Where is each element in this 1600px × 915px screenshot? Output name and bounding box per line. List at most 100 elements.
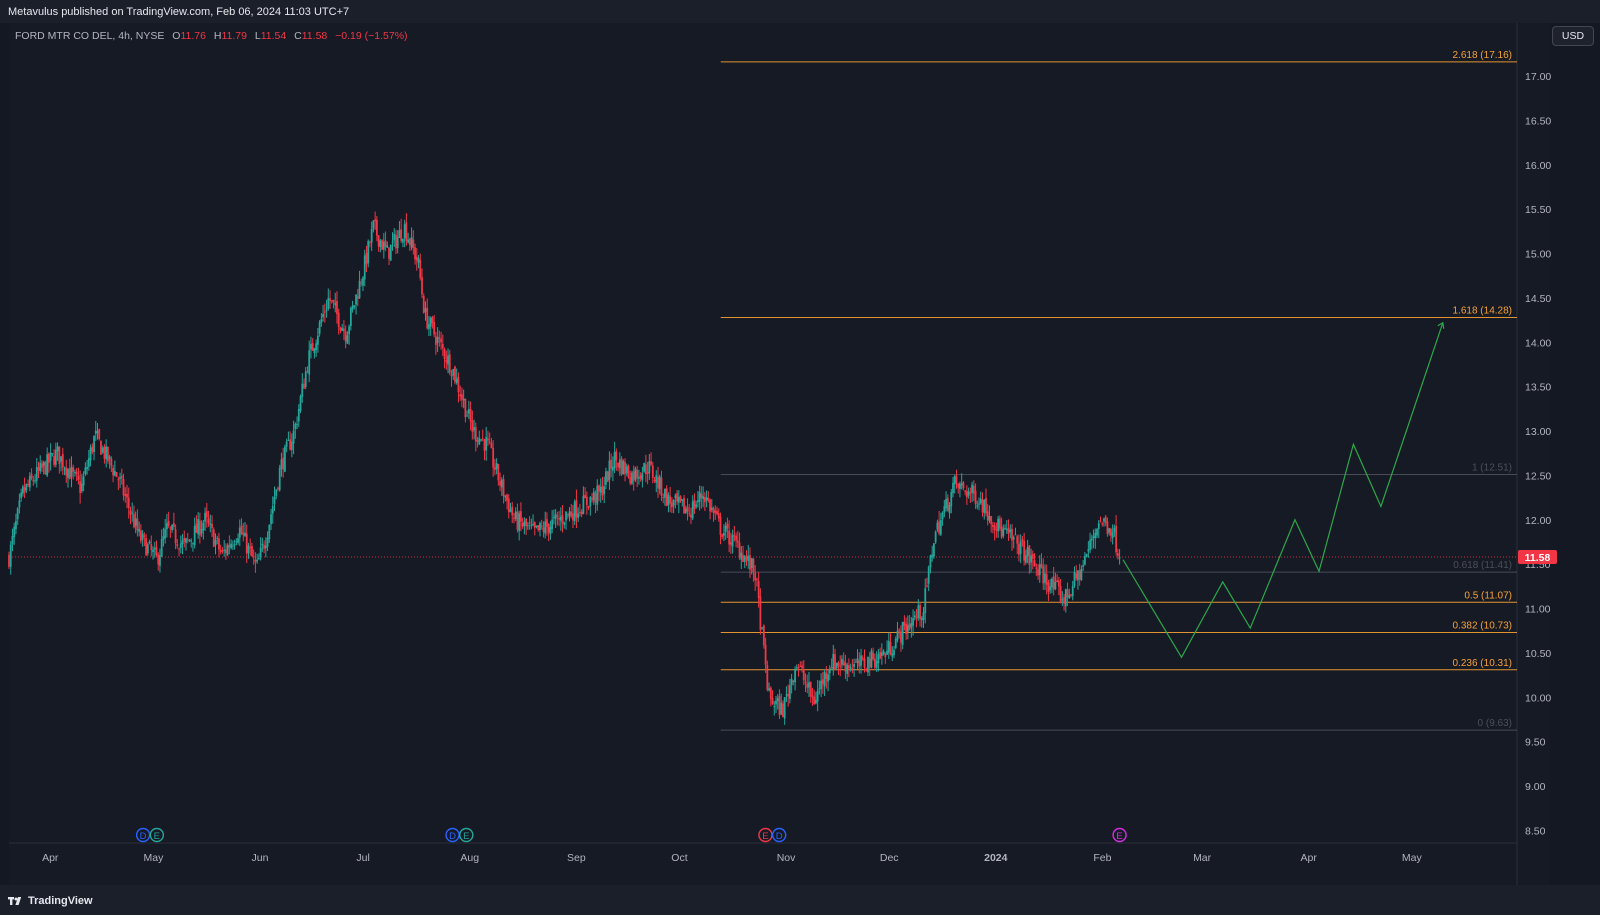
candle-body bbox=[1019, 541, 1022, 554]
candle-body bbox=[776, 698, 779, 702]
candle-body bbox=[851, 668, 854, 670]
candle-body bbox=[554, 514, 557, 519]
candle-body bbox=[495, 463, 498, 470]
event-marker-d[interactable]: D bbox=[445, 827, 460, 843]
event-marker-e[interactable]: E bbox=[459, 827, 474, 843]
candle-body bbox=[485, 437, 488, 451]
candle-body bbox=[334, 302, 337, 306]
candle-body bbox=[122, 479, 125, 496]
candle-body bbox=[407, 239, 410, 243]
candle-body bbox=[752, 558, 755, 573]
candle-body bbox=[301, 383, 304, 398]
candle-body bbox=[445, 359, 448, 363]
candle-body bbox=[290, 441, 293, 451]
candle-body bbox=[585, 496, 588, 506]
candle-body bbox=[537, 525, 540, 531]
candle-body bbox=[422, 295, 425, 314]
candle-body bbox=[643, 463, 646, 472]
candle-body bbox=[244, 532, 246, 537]
candle-body bbox=[941, 512, 944, 520]
candle-body bbox=[467, 409, 470, 414]
candle-body bbox=[447, 355, 449, 365]
candle-body bbox=[61, 453, 64, 468]
open-value: 11.76 bbox=[180, 30, 206, 42]
candle-body bbox=[323, 311, 326, 313]
candle-body bbox=[315, 343, 318, 351]
candle-body bbox=[211, 523, 213, 529]
candle-body bbox=[898, 630, 901, 632]
candle-body bbox=[841, 658, 843, 665]
event-marker-d[interactable]: D bbox=[771, 827, 787, 843]
candle-body bbox=[466, 415, 469, 417]
candle-body bbox=[804, 681, 807, 683]
candle-body bbox=[712, 508, 715, 513]
candle-body bbox=[1082, 565, 1085, 567]
candle-body bbox=[408, 238, 411, 246]
candle-body bbox=[1002, 528, 1005, 536]
candle-body bbox=[811, 695, 814, 698]
candle-body bbox=[780, 702, 783, 715]
last-price-badge bbox=[1518, 550, 1557, 565]
price-tick-label: 9.50 bbox=[1525, 737, 1546, 749]
candle-body bbox=[521, 523, 524, 527]
chart-panel[interactable] bbox=[9, 23, 1550, 885]
candle-body bbox=[39, 462, 42, 472]
candle-body bbox=[974, 490, 977, 505]
candle-body bbox=[117, 479, 120, 481]
price-tick-label: 9.00 bbox=[1525, 781, 1546, 793]
event-marker-circle bbox=[1112, 827, 1127, 843]
event-marker-letter: D bbox=[140, 831, 147, 842]
candle-body bbox=[1080, 569, 1083, 580]
price-tick-label: 16.50 bbox=[1525, 115, 1551, 127]
candle-body bbox=[762, 625, 765, 646]
candle-body bbox=[808, 682, 810, 688]
candle-body bbox=[388, 247, 390, 259]
candle-body bbox=[572, 513, 574, 521]
candle-body bbox=[933, 543, 935, 557]
candle-body bbox=[806, 683, 809, 688]
candle-body bbox=[546, 519, 548, 527]
candle-body bbox=[686, 506, 689, 512]
candle-body bbox=[349, 308, 352, 327]
candle-body bbox=[674, 495, 677, 499]
candle-body bbox=[219, 550, 222, 552]
candle-body bbox=[264, 545, 267, 549]
candle-body bbox=[63, 468, 66, 470]
candle-body bbox=[455, 378, 458, 384]
candle-body bbox=[865, 669, 868, 671]
price-tick-label: 12.50 bbox=[1525, 470, 1551, 482]
candle-body bbox=[953, 476, 956, 485]
candle-body bbox=[1077, 570, 1079, 581]
projection-path bbox=[1122, 322, 1444, 659]
candle-body bbox=[1106, 521, 1109, 534]
candle-body bbox=[615, 451, 618, 461]
event-marker-e[interactable]: E bbox=[758, 827, 773, 843]
candle-body bbox=[731, 534, 734, 547]
currency-button[interactable]: USD bbox=[1552, 26, 1594, 46]
candle-body bbox=[277, 487, 279, 489]
event-marker-e[interactable]: E bbox=[149, 827, 165, 843]
candle-body bbox=[603, 486, 606, 495]
candle-body bbox=[931, 554, 934, 558]
candle-body bbox=[1108, 528, 1111, 533]
candle-body bbox=[624, 462, 626, 475]
event-marker-d[interactable]: D bbox=[135, 827, 151, 843]
candle-body bbox=[709, 499, 711, 512]
candle-body bbox=[544, 521, 547, 534]
candle-body bbox=[1004, 527, 1006, 529]
candle-body bbox=[516, 511, 519, 530]
event-marker-e[interactable]: E bbox=[1112, 827, 1127, 843]
candle-body bbox=[653, 480, 656, 482]
candle-body bbox=[729, 542, 732, 545]
candle-body bbox=[318, 321, 321, 334]
candle-body bbox=[518, 513, 521, 532]
candle-body bbox=[565, 511, 567, 521]
candle-body bbox=[166, 523, 168, 530]
tradingview-logo[interactable]: TradingView bbox=[8, 895, 93, 907]
event-marker-letter: D bbox=[449, 831, 456, 842]
time-tick-label: Apr bbox=[42, 852, 59, 864]
candle-body bbox=[936, 522, 939, 530]
candle-body bbox=[424, 308, 427, 312]
candle-body bbox=[1104, 516, 1107, 523]
